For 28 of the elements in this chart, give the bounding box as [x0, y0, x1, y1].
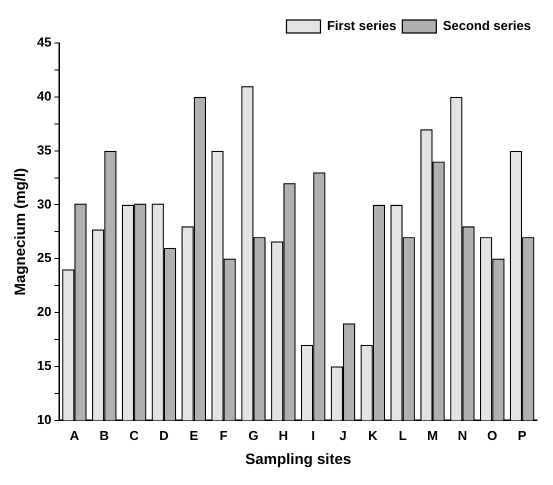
x-tick-label: D [159, 428, 169, 443]
x-tick-label: F [220, 428, 228, 443]
x-axis-title: Sampling sites [245, 451, 352, 468]
y-tick-label: 10 [36, 412, 52, 427]
x-tick-label: N [458, 428, 468, 443]
y-tick-label: 20 [36, 304, 52, 320]
x-tick-label: A [70, 428, 80, 443]
x-tick-label: E [189, 428, 198, 443]
y-tick-label: 30 [36, 196, 52, 212]
y-tick-label: 15 [36, 358, 52, 374]
legend-label: Second series [442, 18, 531, 34]
y-tick-label: 35 [36, 142, 52, 158]
x-tick-label: P [518, 428, 527, 443]
y-axis-title: Magnecium (mg/l) [12, 168, 30, 296]
legend-label: First series [326, 18, 396, 34]
x-tick-label: J [339, 428, 347, 443]
x-tick-label: I [311, 428, 315, 443]
x-tick-label: K [368, 428, 378, 443]
y-tick-label: 45 [36, 34, 52, 50]
x-tick-label: L [398, 428, 407, 443]
x-tick-label: B [100, 428, 109, 443]
x-tick-label: C [129, 428, 140, 443]
y-tick-label: 40 [36, 88, 52, 104]
x-tick-label: O [487, 428, 498, 443]
x-tick-label: G [248, 428, 259, 443]
x-tick-label: M [427, 428, 438, 443]
x-tick-label: H [278, 428, 288, 443]
y-tick-label: 25 [36, 250, 52, 266]
